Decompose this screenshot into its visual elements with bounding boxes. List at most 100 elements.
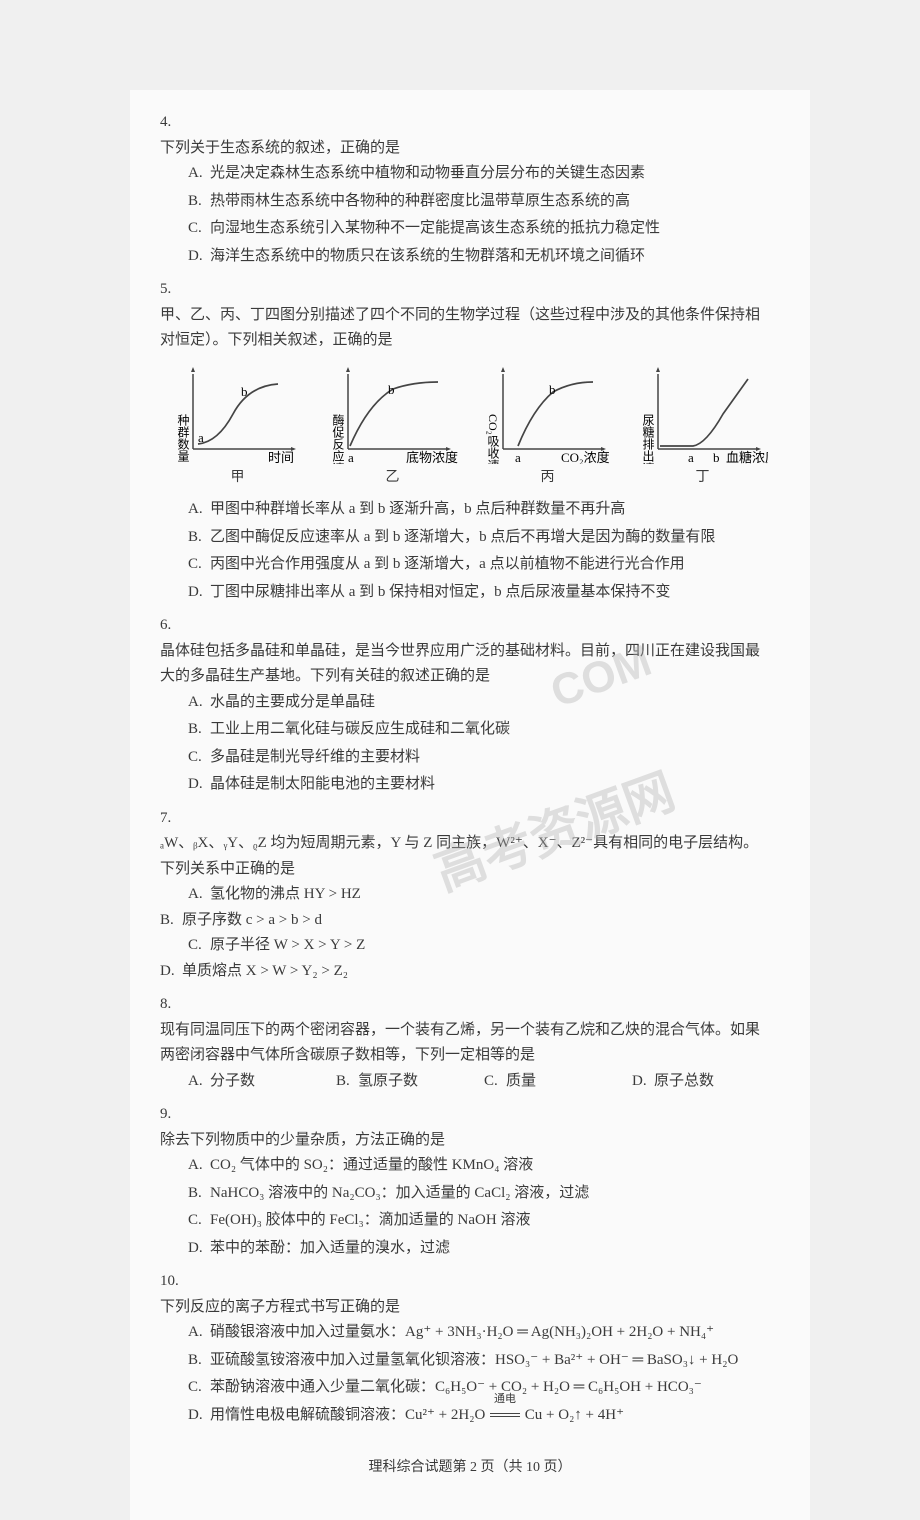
q6-opt-d: D.晶体硅是制太阳能电池的主要材料 [188,772,780,798]
q10-a-text: 硝酸银溶液中加入过量氨水：Ag⁺ + 3NH₃·H₂O ═ Ag(NH₃)₂OH… [210,1324,714,1340]
question-4: 4. 下列关于生态系统的叙述，正确的是 A.光是决定森林生态系统中植物和动物垂直… [160,110,780,269]
chart-bing-label: 丙 [478,466,618,490]
chart-jia: 种群数量 a b 时间 甲 [168,364,308,490]
q7-opt-d: D.单质熔点 X > W > Y₂ > Z₂ [160,959,458,985]
chart-jia-label: 甲 [168,466,308,490]
q10-c-text: 苯酚钠溶液中通入少量二氧化碳：C₆H₅O⁻ + CO₂ + H₂O ═ C₆H₅… [210,1379,702,1395]
q6-opt-b: B.工业上用二氧化硅与碳反应生成硅和二氧化碳 [188,717,780,743]
q6-text: 晶体硅包括多晶硅和单晶硅，是当今世界应用广泛的基础材料。目前，四川正在建设我国最… [160,639,760,690]
q9-opt-d: D.苯中的苯酚：加入适量的溴水，过滤 [188,1236,780,1262]
q4-num: 4. [160,110,186,136]
q4-text: 下列关于生态系统的叙述，正确的是 [160,136,760,162]
q4-d-text: 海洋生态系统中的物质只在该系统的生物群落和无机环境之间循环 [210,248,645,264]
question-5: 5. 甲、乙、丙、丁四图分别描述了四个不同的生物学过程（这些过程中涉及的其他条件… [160,277,780,605]
q5-c-text: 丙图中光合作用强度从 a 到 b 逐渐增大，a 点以前植物不能进行光合作用 [210,556,685,572]
q7-c-text: 原子半径 W > X > Y > Z [210,937,365,953]
svg-text:a: a [688,450,694,464]
q4-opt-c: C.向湿地生态系统引入某物种不一定能提高该生态系统的抵抗力稳定性 [188,216,780,242]
q8-num: 8. [160,992,186,1018]
question-9: 9. 除去下列物质中的少量杂质，方法正确的是 A.CO₂ 气体中的 SO₂：通过… [160,1102,780,1261]
q7-opt-c: C.原子半径 W > X > Y > Z [188,933,486,959]
svg-text:尿糖排出速率: 尿糖排出速率 [641,413,655,463]
svg-text:a: a [348,450,354,464]
svg-text:b: b [713,450,720,464]
chart-jia-svg: 种群数量 a b 时间 [173,364,303,464]
svg-text:b: b [241,384,248,399]
svg-text:血糖浓度: 血糖浓度 [726,450,768,464]
q8-opt-a: A.分子数 [188,1069,336,1095]
q5-opt-d: D.丁图中尿糖排出率从 a 到 b 保持相对恒定，b 点后尿液量基本保持不变 [188,580,780,606]
svg-text:种群数量: 种群数量 [176,413,190,461]
q10-text: 下列反应的离子方程式书写正确的是 [160,1295,760,1321]
question-10: 10. 下列反应的离子方程式书写正确的是 A.硝酸银溶液中加入过量氨水：Ag⁺ … [160,1269,780,1428]
q7-b-text: 原子序数 c > a > b > d [182,912,322,928]
q6-b-text: 工业上用二氧化硅与碳反应生成硅和二氧化碳 [210,721,510,737]
q10-opt-b: B.亚硫酸氢铵溶液中加入过量氢氧化钡溶液：HSO₃⁻ + Ba²⁺ + OH⁻ … [188,1348,780,1374]
q9-num: 9. [160,1102,186,1128]
chart-bing-svg: CO₂吸收速率 a b CO₂浓度 [483,364,613,464]
svg-text:CO₂吸收速率: CO₂吸收速率 [486,414,500,464]
q7-num: 7. [160,806,186,832]
q7-text: ₐW、ᵦX、ᵧY、ᵨZ 均为短周期元素，Y 与 Z 同主族，W²⁺、X⁻、Z²⁻… [160,831,760,882]
svg-text:b: b [549,382,556,397]
q7-opt-b: B.原子序数 c > a > b > d [160,908,458,934]
q4-opt-a: A.光是决定森林生态系统中植物和动物垂直分层分布的关键生态因素 [188,161,780,187]
svg-text:a: a [198,430,204,445]
q7-opt-a: A.氢化物的沸点 HY > HZ [188,882,486,908]
q9-d-text: 苯中的苯酚：加入适量的溴水，过滤 [210,1240,450,1256]
q5-opt-b: B.乙图中酶促反应速率从 a 到 b 逐渐增大，b 点后不再增大是因为酶的数量有… [188,525,780,551]
svg-text:底物浓度: 底物浓度 [406,450,458,464]
q8-options: A.分子数 B.氢原子数 C.质量 D.原子总数 [188,1069,780,1095]
q9-a-text: CO₂ 气体中的 SO₂：通过适量的酸性 KMnO₄ 溶液 [210,1157,533,1173]
svg-text:时间: 时间 [268,450,294,464]
q5-text: 甲、乙、丙、丁四图分别描述了四个不同的生物学过程（这些过程中涉及的其他条件保持相… [160,303,760,354]
q6-d-text: 晶体硅是制太阳能电池的主要材料 [210,776,435,792]
q8-opt-b: B.氢原子数 [336,1069,484,1095]
q9-b-text: NaHCO₃ 溶液中的 Na₂CO₃：加入适量的 CaCl₂ 溶液，过滤 [210,1185,589,1201]
q5-opt-a: A.甲图中种群增长率从 a 到 b 逐渐升高，b 点后种群数量不再升高 [188,497,780,523]
q7-d-text: 单质熔点 X > W > Y₂ > Z₂ [182,963,348,979]
q5-b-text: 乙图中酶促反应速率从 a 到 b 逐渐增大，b 点后不再增大是因为酶的数量有限 [210,529,715,545]
q6-opt-c: C.多晶硅是制光导纤维的主要材料 [188,745,780,771]
chart-ding: 尿糖排出速率 a b 血糖浓度 丁 [633,364,773,490]
q8-opt-c: C.质量 [484,1069,632,1095]
q5-d-text: 丁图中尿糖排出率从 a 到 b 保持相对恒定，b 点后尿液量基本保持不变 [210,584,670,600]
q7-a-text: 氢化物的沸点 HY > HZ [210,886,361,902]
q6-opt-a: A.水晶的主要成分是单晶硅 [188,690,780,716]
q8-text: 现有同温同压下的两个密闭容器，一个装有乙烯，另一个装有乙烷和乙炔的混合气体。如果… [160,1018,760,1069]
q9-text: 除去下列物质中的少量杂质，方法正确的是 [160,1128,760,1154]
q8-c-text: 质量 [506,1073,536,1089]
q4-opt-d: D.海洋生态系统中的物质只在该系统的生物群落和无机环境之间循环 [188,244,780,270]
q5-num: 5. [160,277,186,303]
question-7: 7. ₐW、ᵦX、ᵧY、ᵨZ 均为短周期元素，Y 与 Z 同主族，W²⁺、X⁻、… [160,806,780,985]
q4-a-text: 光是决定森林生态系统中植物和动物垂直分层分布的关键生态因素 [210,165,645,181]
chart-bing: CO₂吸收速率 a b CO₂浓度 丙 [478,364,618,490]
q4-c-text: 向湿地生态系统引入某物种不一定能提高该生态系统的抵抗力稳定性 [210,220,660,236]
q4-opt-b: B.热带雨林生态系统中各物种的种群密度比温带草原生态系统的高 [188,189,780,215]
chart-yi-label: 乙 [323,466,463,490]
q8-d-text: 原子总数 [654,1073,714,1089]
q9-c-text: Fe(OH)₃ 胶体中的 FeCl₃：滴加适量的 NaOH 溶液 [210,1212,530,1228]
svg-text:b: b [388,382,395,397]
q10-num: 10. [160,1269,186,1295]
q8-opt-d: D.原子总数 [632,1069,780,1095]
q10-b-text: 亚硫酸氢铵溶液中加入过量氢氧化钡溶液：HSO₃⁻ + Ba²⁺ + OH⁻ ═ … [210,1352,738,1368]
q6-a-text: 水晶的主要成分是单晶硅 [210,694,375,710]
question-8: 8. 现有同温同压下的两个密闭容器，一个装有乙烯，另一个装有乙烷和乙炔的混合气体… [160,992,780,1094]
q6-num: 6. [160,613,186,639]
chart-yi-svg: 酶促反应速率 a b 底物浓度 [328,364,458,464]
q5-opt-c: C.丙图中光合作用强度从 a 到 b 逐渐增大，a 点以前植物不能进行光合作用 [188,552,780,578]
q10-opt-a: A.硝酸银溶液中加入过量氨水：Ag⁺ + 3NH₃·H₂O ═ Ag(NH₃)₂… [188,1320,780,1346]
q9-opt-c: C.Fe(OH)₃ 胶体中的 FeCl₃：滴加适量的 NaOH 溶液 [188,1208,780,1234]
chart-ding-label: 丁 [633,466,773,490]
svg-text:酶促反应速率: 酶促反应速率 [331,412,345,463]
q8-a-text: 分子数 [210,1073,255,1089]
question-6: 6. 晶体硅包括多晶硅和单晶硅，是当今世界应用广泛的基础材料。目前，四川正在建设… [160,613,780,798]
svg-text:a: a [515,450,521,464]
chart-ding-svg: 尿糖排出速率 a b 血糖浓度 [638,364,768,464]
svg-text:CO₂浓度: CO₂浓度 [561,450,610,464]
q9-opt-a: A.CO₂ 气体中的 SO₂：通过适量的酸性 KMnO₄ 溶液 [188,1153,780,1179]
q5-a-text: 甲图中种群增长率从 a 到 b 逐渐升高，b 点后种群数量不再升高 [210,501,625,517]
q8-b-text: 氢原子数 [358,1073,418,1089]
page-footer: 理科综合试题第 2 页（共 10 页） [160,1456,780,1480]
